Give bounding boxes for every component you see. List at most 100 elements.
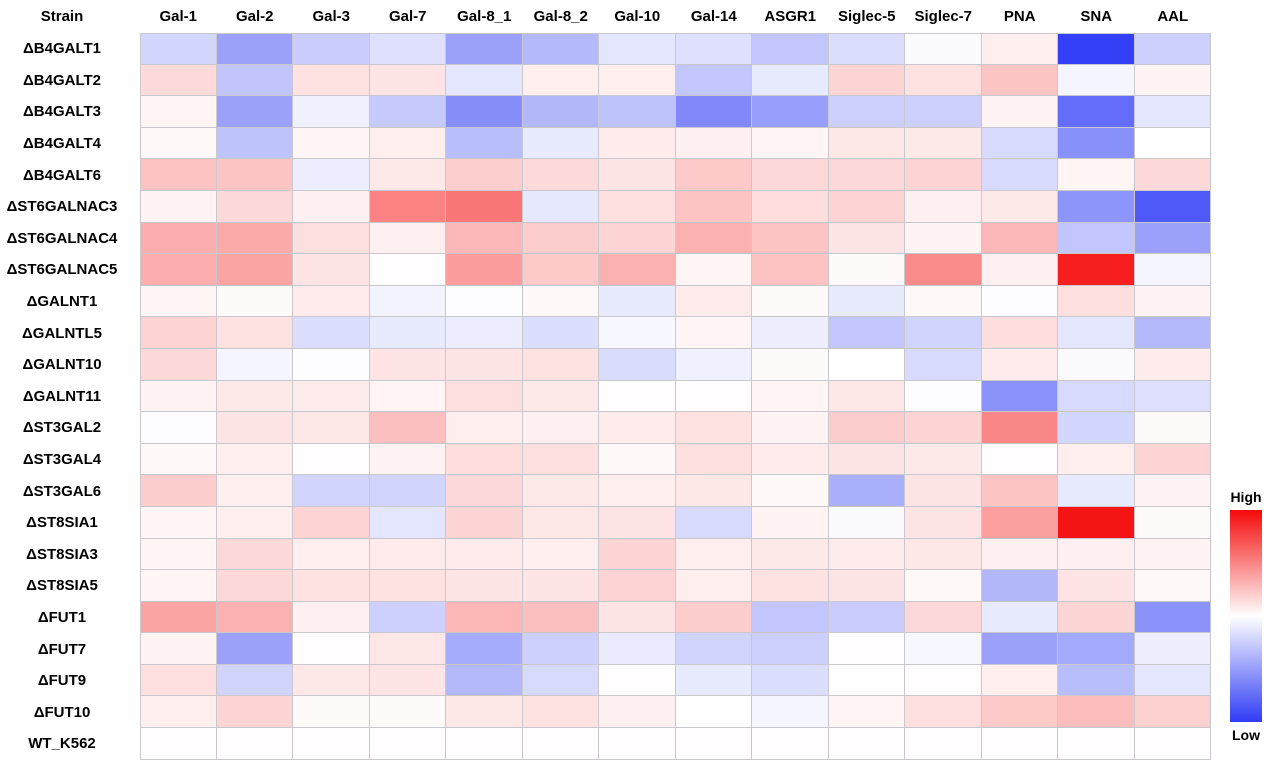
column-header: ASGR1 bbox=[764, 8, 817, 25]
row-label: ΔB4GALT2 bbox=[22, 71, 101, 89]
heatmap-cell bbox=[216, 664, 293, 697]
heatmap-cell bbox=[522, 64, 599, 97]
heatmap-cell bbox=[905, 664, 982, 697]
heatmap-cell bbox=[675, 633, 752, 665]
heatmap-cell bbox=[446, 96, 523, 128]
heatmap-cell bbox=[369, 506, 446, 539]
heatmap-cell bbox=[981, 664, 1058, 697]
heatmap-cell bbox=[293, 33, 370, 65]
heatmap-cell bbox=[369, 64, 446, 97]
heatmap-cell bbox=[599, 33, 676, 65]
row-label: ΔST3GAL2 bbox=[22, 419, 102, 437]
heatmap-cell bbox=[1058, 348, 1135, 381]
heatmap-cell bbox=[216, 285, 293, 318]
heatmap-cell bbox=[675, 506, 752, 539]
heatmap-cell bbox=[446, 285, 523, 318]
heatmap-cell bbox=[369, 348, 446, 381]
heatmap-cell bbox=[293, 127, 370, 160]
heatmap-cell bbox=[752, 190, 829, 223]
heatmap-cell bbox=[752, 475, 829, 507]
heatmap-cell bbox=[446, 506, 523, 539]
heatmap-cell bbox=[140, 380, 217, 413]
heatmap-cell bbox=[293, 728, 370, 760]
heatmap-cell bbox=[828, 570, 905, 602]
heatmap-cell bbox=[522, 696, 599, 729]
heatmap-cell bbox=[828, 317, 905, 349]
column-header: Gal-8_2 bbox=[533, 8, 588, 25]
heatmap-cell bbox=[675, 475, 752, 507]
heatmap-cell bbox=[140, 538, 217, 571]
column-header: Gal-8_1 bbox=[457, 8, 512, 25]
heatmap-grid: Strain Gal-1 Gal-2 Gal-3 Gal-7 Gal-8_1 Gal-8_2… bbox=[6, 8, 1211, 760]
heatmap-cell bbox=[1058, 570, 1135, 602]
heatmap-cell bbox=[446, 696, 523, 729]
heatmap-cell bbox=[369, 317, 446, 349]
heatmap-cell bbox=[522, 570, 599, 602]
heatmap-cell bbox=[293, 633, 370, 665]
heatmap-cell bbox=[1134, 33, 1211, 65]
heatmap-cell bbox=[675, 317, 752, 349]
heatmap-cell bbox=[446, 380, 523, 413]
heatmap-cell bbox=[293, 475, 370, 507]
heatmap-cell bbox=[293, 570, 370, 602]
heatmap-cell bbox=[369, 380, 446, 413]
heatmap-cell bbox=[905, 380, 982, 413]
heatmap-cell bbox=[1058, 317, 1135, 349]
heatmap-cell bbox=[752, 601, 829, 634]
heatmap-cell bbox=[905, 96, 982, 128]
heatmap-cell bbox=[1134, 64, 1211, 97]
heatmap-cell bbox=[981, 633, 1058, 665]
row-label: ΔST8SIA1 bbox=[26, 514, 98, 532]
heatmap-cell bbox=[981, 506, 1058, 539]
row-label: ΔST6GALNAC5 bbox=[6, 261, 118, 279]
heatmap-cell bbox=[675, 64, 752, 97]
heatmap-cell bbox=[599, 222, 676, 255]
heatmap-cell bbox=[522, 601, 599, 634]
heatmap-cell bbox=[828, 506, 905, 539]
heatmap-cell bbox=[216, 443, 293, 476]
heatmap-cell bbox=[981, 475, 1058, 507]
heatmap-cell bbox=[446, 633, 523, 665]
heatmap-cell bbox=[905, 570, 982, 602]
heatmap-cell bbox=[1134, 601, 1211, 634]
heatmap-cell bbox=[675, 159, 752, 191]
heatmap-cell bbox=[752, 64, 829, 97]
heatmap-cell bbox=[1134, 538, 1211, 571]
row-label: ΔGALNT11 bbox=[22, 387, 102, 405]
column-header: Siglec-7 bbox=[914, 8, 973, 25]
heatmap-cell bbox=[752, 33, 829, 65]
heatmap-cell bbox=[369, 728, 446, 760]
heatmap-cell bbox=[675, 412, 752, 444]
heatmap-cell bbox=[752, 412, 829, 444]
heatmap-cell bbox=[675, 33, 752, 65]
row-label: ΔST6GALNAC3 bbox=[6, 198, 118, 216]
heatmap-cell bbox=[216, 222, 293, 255]
heatmap-cell bbox=[446, 64, 523, 97]
heatmap-cell bbox=[752, 159, 829, 191]
heatmap-cell bbox=[216, 254, 293, 286]
heatmap-cell bbox=[828, 601, 905, 634]
heatmap-cell bbox=[828, 538, 905, 571]
heatmap-cell bbox=[293, 380, 370, 413]
heatmap-cell bbox=[675, 601, 752, 634]
heatmap-cell bbox=[369, 443, 446, 476]
heatmap-cell bbox=[216, 538, 293, 571]
heatmap-cell bbox=[369, 412, 446, 444]
heatmap-cell bbox=[216, 64, 293, 97]
heatmap-cell bbox=[828, 443, 905, 476]
heatmap-cell bbox=[905, 190, 982, 223]
heatmap-cell bbox=[752, 380, 829, 413]
heatmap-cell bbox=[140, 33, 217, 65]
heatmap-cell bbox=[675, 696, 752, 729]
heatmap-cell bbox=[1134, 380, 1211, 413]
heatmap-cell bbox=[216, 317, 293, 349]
heatmap-cell bbox=[905, 33, 982, 65]
heatmap-cell bbox=[140, 285, 217, 318]
column-header: AAL bbox=[1157, 8, 1189, 25]
heatmap-cell bbox=[216, 380, 293, 413]
heatmap-cell bbox=[675, 254, 752, 286]
heatmap-cell bbox=[1058, 696, 1135, 729]
heatmap-cell bbox=[675, 570, 752, 602]
heatmap-cell bbox=[752, 96, 829, 128]
heatmap-cell bbox=[140, 506, 217, 539]
